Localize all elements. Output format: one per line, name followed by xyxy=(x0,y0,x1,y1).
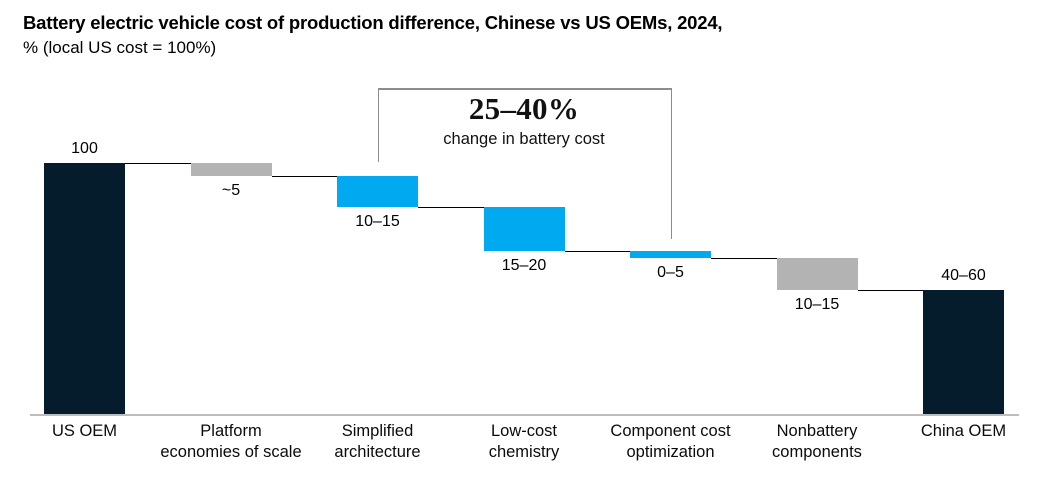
annotation-caption: change in battery cost xyxy=(443,130,605,148)
annotation-headline: 25–40% xyxy=(468,91,580,126)
connector-3 xyxy=(418,207,484,209)
battery-cost-annotation: 25–40% change in battery cost xyxy=(364,92,684,149)
axis-label-line: optimization xyxy=(626,443,715,461)
bar-simplified-architecture xyxy=(337,176,418,208)
axis-label-line: US OEM xyxy=(51,422,118,440)
axis-label-line: Platform xyxy=(200,422,262,440)
bracket-left-line xyxy=(377,88,379,163)
connector-6 xyxy=(857,289,923,291)
axis-label-platform-economies-of-scale: Platform economies of scale xyxy=(146,421,316,463)
axis-label-line: components xyxy=(772,443,862,461)
bar-component-cost-optimization xyxy=(630,251,711,258)
axis-label-low-cost-chemistry: Low-cost chemistry xyxy=(439,421,609,463)
value-label-nonbattery-components: 10–15 xyxy=(794,295,840,313)
bracket-top-line xyxy=(377,88,672,90)
value-label-simplified-architecture: 10–15 xyxy=(355,213,400,231)
connector-4 xyxy=(564,251,630,253)
bracket-right-line xyxy=(670,88,672,240)
chart-subtitle: % (local US cost = 100%) xyxy=(23,38,217,57)
axis-label-simplified-architecture: Simplified architecture xyxy=(293,421,463,463)
axis-label-line: Simplified xyxy=(341,422,414,440)
axis-label-line: China OEM xyxy=(920,422,1007,440)
axis-label-china-oem: China OEM xyxy=(879,421,1049,442)
chart-title: Battery electric vehicle cost of product… xyxy=(23,12,723,33)
x-axis-line xyxy=(30,414,1019,416)
value-label-platform-economies-of-scale: ~5 xyxy=(221,182,241,200)
value-label-us-oem: 100 xyxy=(71,140,98,157)
bar-china-oem xyxy=(923,289,1004,414)
connector-1 xyxy=(125,163,191,164)
axis-label-component-cost-optimization: Component cost optimization xyxy=(586,421,756,463)
value-label-low-cost-chemistry: 15–20 xyxy=(501,257,547,275)
bar-nonbattery-components xyxy=(776,257,858,290)
title-block: Battery electric vehicle cost of product… xyxy=(23,12,723,58)
axis-label-line: Low-cost xyxy=(490,422,558,440)
bar-platform-economies-of-scale xyxy=(190,163,272,177)
axis-label-line: Nonbattery xyxy=(776,422,858,440)
bar-low-cost-chemistry xyxy=(483,207,565,252)
value-label-china-oem: 40–60 xyxy=(941,266,986,284)
axis-label-us-oem: US OEM xyxy=(0,421,170,442)
axis-label-line: architecture xyxy=(334,443,421,461)
axis-label-line: economies of scale xyxy=(160,443,302,461)
axis-label-line: chemistry xyxy=(488,443,560,461)
connector-5 xyxy=(711,257,777,259)
connector-2 xyxy=(271,176,337,178)
axis-label-nonbattery-components: Nonbattery components xyxy=(732,421,902,463)
bar-us-oem xyxy=(44,163,125,414)
axis-label-line: Component cost xyxy=(610,422,731,440)
value-label-component-cost-optimization: 0–5 xyxy=(657,263,684,281)
